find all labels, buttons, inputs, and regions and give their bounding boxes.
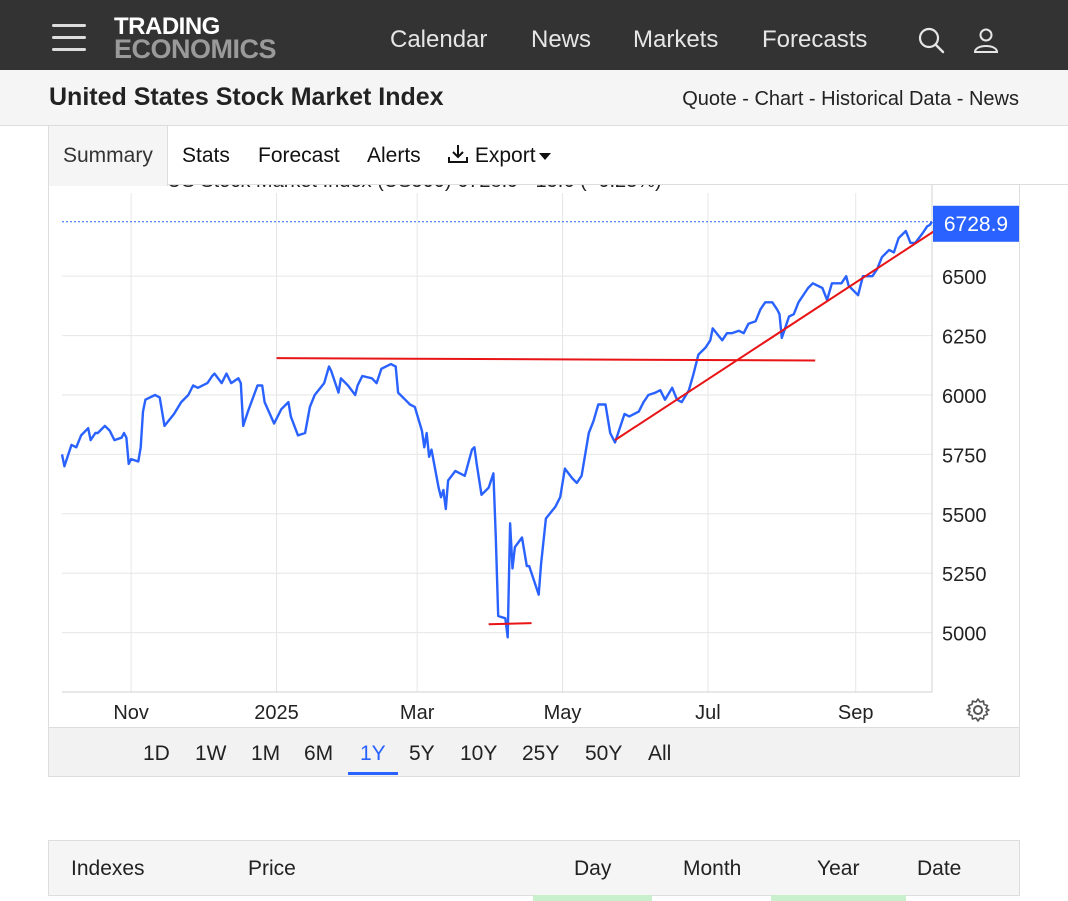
col-day[interactable]: Day <box>574 857 612 880</box>
range-6m[interactable]: 6M <box>304 742 334 765</box>
trend-line-3 <box>488 622 532 626</box>
y-tick-label: 6250 <box>942 327 987 349</box>
tab-export[interactable]: Export <box>447 126 551 185</box>
y-tick-label: 6000 <box>942 386 987 408</box>
col-month[interactable]: Month <box>683 857 742 880</box>
x-tick-label: Mar <box>400 702 435 724</box>
year-change-indicator <box>771 895 906 901</box>
col-year[interactable]: Year <box>817 857 860 880</box>
tab-stats[interactable]: Stats <box>182 144 230 167</box>
nav-calendar[interactable]: Calendar <box>390 26 488 53</box>
logo-line-2: ECONOMICS <box>114 34 277 64</box>
tab-forecast[interactable]: Forecast <box>258 144 340 167</box>
y-tick-label: 6500 <box>942 267 987 289</box>
last-value-label: 6728.9 <box>944 213 1008 236</box>
nav-forecasts[interactable]: Forecasts <box>762 26 868 53</box>
range-50y[interactable]: 50Y <box>585 742 623 765</box>
link-historical-data[interactable]: Historical Data <box>821 88 952 110</box>
chart-panel: 5000 5250 5500 5750 6000 6250 6500 Nov 2025 Mar Ma… <box>48 185 1020 777</box>
x-tick-label: Nov <box>113 702 149 724</box>
x-tick-label: 2025 <box>254 702 299 724</box>
price-chart[interactable]: 5000 5250 5500 5750 6000 6250 6500 Nov 2025 Mar Ma… <box>49 185 1019 727</box>
x-tick-label: Jul <box>695 702 721 724</box>
y-tick-label: 5250 <box>942 564 987 586</box>
page-title: United States Stock Market Index <box>49 83 444 111</box>
top-navbar: TRADING ECONOMICS Calendar News Markets … <box>0 0 1068 70</box>
range-1d[interactable]: 1D <box>143 742 170 765</box>
range-selector: 1D 1W 1M 6M 1Y 5Y 10Y 25Y 50Y All <box>49 727 1019 776</box>
series-line <box>60 221 933 639</box>
y-tick-label: 5500 <box>942 505 987 527</box>
menu-icon[interactable] <box>52 24 86 52</box>
x-tick-label: May <box>544 702 582 724</box>
tab-summary[interactable]: Summary <box>48 126 168 186</box>
search-icon[interactable] <box>917 26 945 54</box>
col-indexes[interactable]: Indexes <box>71 857 145 880</box>
nav-news[interactable]: News <box>531 26 592 53</box>
gear-icon[interactable] <box>965 697 991 723</box>
link-separator: - <box>736 88 755 110</box>
range-10y[interactable]: 10Y <box>460 742 498 765</box>
last-value-badge <box>933 205 1019 242</box>
export-label: Export <box>474 144 536 167</box>
day-change-indicator <box>533 895 652 901</box>
range-1y[interactable]: 1Y <box>348 742 398 775</box>
y-tick-label: 5000 <box>942 624 987 646</box>
link-chart[interactable]: Chart <box>754 88 804 110</box>
trend-line-1 <box>276 357 816 362</box>
range-all[interactable]: All <box>648 742 672 765</box>
range-25y[interactable]: 25Y <box>522 742 560 765</box>
y-tick-label: 5750 <box>942 445 987 467</box>
range-5y[interactable]: 5Y <box>409 742 435 765</box>
range-1m[interactable]: 1M <box>251 742 281 765</box>
range-1w[interactable]: 1W <box>195 742 227 765</box>
trend-line-2 <box>614 230 935 441</box>
link-separator: - <box>803 88 822 110</box>
col-date[interactable]: Date <box>917 857 962 880</box>
chart-tabs: Summary Stats Forecast Alerts Export <box>48 126 1068 186</box>
legend-text: US Stock Market Index (US500) 6728.9 +15… <box>167 185 662 192</box>
link-quote[interactable]: Quote <box>682 88 737 110</box>
col-price[interactable]: Price <box>248 857 296 880</box>
user-icon[interactable] <box>972 26 1000 54</box>
x-tick-label: Sep <box>838 702 874 724</box>
tab-alerts[interactable]: Alerts <box>367 144 421 167</box>
link-news[interactable]: News <box>968 88 1019 110</box>
link-separator: - <box>951 88 969 110</box>
nav-markets[interactable]: Markets <box>633 26 719 53</box>
logo-line-1: TRADING <box>114 13 220 40</box>
logo[interactable]: TRADING ECONOMICS <box>114 13 277 64</box>
caret-down-icon <box>538 152 551 160</box>
title-bar: United States Stock Market Index Quote -… <box>0 70 1068 126</box>
download-icon <box>448 145 468 163</box>
section-links: Quote - Chart - Historical Data - News <box>682 88 1019 111</box>
indexes-table-header: Indexes Price Day Month Year Date <box>48 840 1020 901</box>
